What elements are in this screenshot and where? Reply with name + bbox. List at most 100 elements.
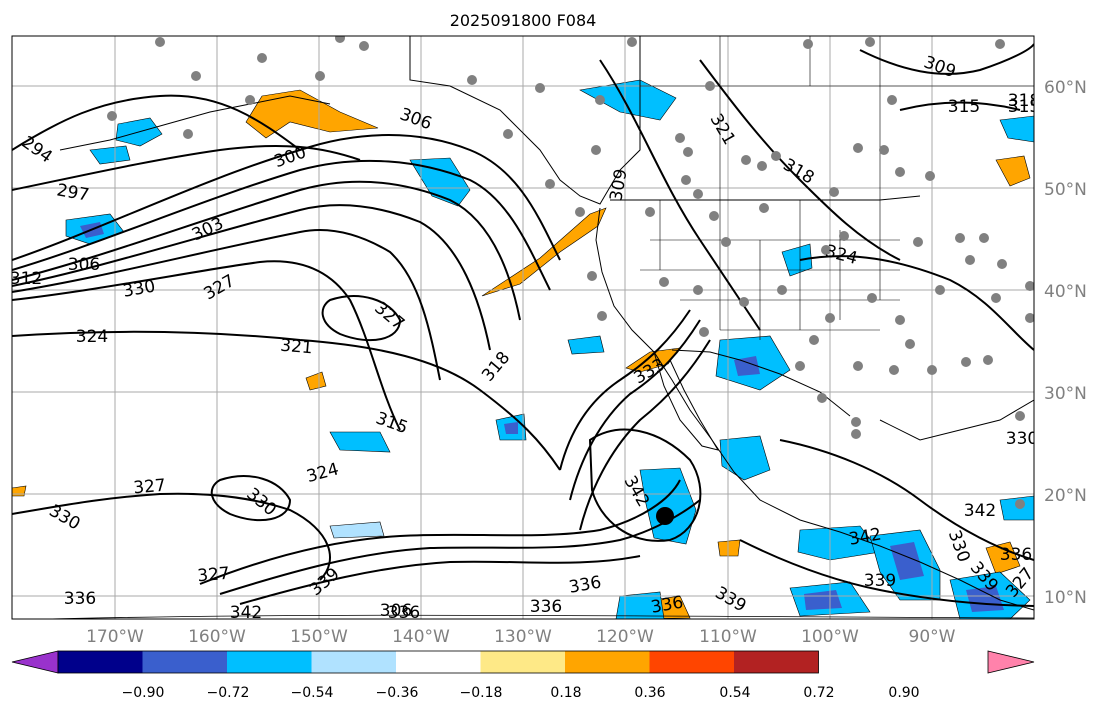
storm-center-marker xyxy=(656,507,674,525)
station-dot xyxy=(895,315,905,325)
blue-patch xyxy=(797,525,881,561)
blue-patch xyxy=(567,335,605,355)
contour-line xyxy=(569,319,701,501)
station-dot xyxy=(1025,313,1034,323)
orange-patch xyxy=(245,89,379,139)
lon-label: 130°W xyxy=(494,627,552,647)
station-dot xyxy=(155,37,165,47)
colorbar-segment xyxy=(734,651,819,673)
colorbar-tick: 0.72 xyxy=(803,685,834,701)
station-dot xyxy=(927,365,937,375)
navy-patch xyxy=(504,422,518,434)
colorbar-segment xyxy=(649,651,734,673)
colorbar-lower-extend xyxy=(11,650,59,674)
orange-patch xyxy=(985,541,1021,575)
station-dot xyxy=(659,277,669,287)
shaded-field xyxy=(12,79,1034,619)
contour-label: 312 xyxy=(10,269,42,289)
colorbar-tick: −0.18 xyxy=(460,685,503,701)
lon-label: 150°W xyxy=(290,627,348,647)
station-dot xyxy=(979,233,989,243)
station-dot xyxy=(597,311,607,321)
latitude-axis: 60°N 50°N 40°N 30°N 20°N 10°N xyxy=(1044,78,1087,608)
contour-line xyxy=(12,144,361,191)
station-dot xyxy=(887,95,897,105)
station-dot xyxy=(1015,499,1025,509)
colorbar-tick: −0.90 xyxy=(122,685,165,701)
contour-label: 336 xyxy=(530,597,562,617)
station-dot xyxy=(739,297,749,307)
contour-label: 342 xyxy=(230,603,262,623)
blue-patch xyxy=(579,79,677,121)
station-dot xyxy=(955,233,965,243)
station-dot xyxy=(997,259,1007,269)
station-dot xyxy=(545,179,555,189)
blue-patch xyxy=(329,431,391,453)
colorbar-tick: −0.72 xyxy=(207,685,250,701)
orange-patch xyxy=(995,155,1031,187)
contour-label: 324 xyxy=(76,327,108,347)
colorbar-frame xyxy=(57,650,819,674)
station-dot xyxy=(771,151,781,161)
station-dot xyxy=(851,417,861,427)
station-dot xyxy=(853,361,863,371)
contour-line xyxy=(699,59,901,261)
station-dot xyxy=(335,36,345,43)
contour-label: 327 xyxy=(197,564,231,587)
station-dot xyxy=(107,111,117,121)
station-dot xyxy=(889,365,899,375)
colorbar-segment xyxy=(396,651,481,673)
contour-label: 315 xyxy=(1008,97,1040,117)
station-dot xyxy=(759,203,769,213)
contour-label: 342 xyxy=(964,501,996,521)
contour-line xyxy=(899,101,1021,111)
contour-line xyxy=(210,475,292,522)
navy-patch xyxy=(734,356,760,376)
station-dot xyxy=(821,245,831,255)
station-dot xyxy=(191,71,201,81)
colorbar-tick: 0.90 xyxy=(888,685,919,701)
contour-line xyxy=(12,260,401,431)
west-coast xyxy=(595,207,1034,611)
station-dot xyxy=(867,293,877,303)
station-dot xyxy=(913,237,923,247)
contour-line xyxy=(588,428,702,542)
contour-label: 318 xyxy=(1008,91,1040,111)
contour-label: 336 xyxy=(1000,545,1032,565)
station-dot xyxy=(721,237,731,247)
contour-label: 327 xyxy=(133,476,167,499)
station-dot xyxy=(965,255,975,265)
contour-label: 336 xyxy=(64,589,96,609)
lon-label: 120°W xyxy=(596,627,654,647)
colorbar-tick: −0.36 xyxy=(376,685,419,701)
state-lines xyxy=(640,200,900,340)
map-frame xyxy=(11,35,1035,620)
aleutian-chain xyxy=(59,95,331,151)
station-dot xyxy=(777,285,787,295)
navy-patch xyxy=(966,586,1004,612)
colorbar-tick: 0.54 xyxy=(719,685,750,701)
colorbar-segment xyxy=(58,651,143,673)
colorbar-upper-extend xyxy=(987,650,1035,674)
contour-label: 321 xyxy=(279,336,313,359)
contour-line xyxy=(12,94,301,151)
station-dot xyxy=(627,37,637,47)
colorbar: −0.90 −0.72 −0.54 −0.36 −0.18 0.18 0.36 … xyxy=(11,650,1035,701)
contour-line xyxy=(779,439,1034,561)
orange-patch xyxy=(481,207,607,297)
colorbar-segment xyxy=(311,651,396,673)
navy-patch xyxy=(890,542,924,580)
contour-line xyxy=(599,59,761,331)
lat-label: 40°N xyxy=(1044,282,1087,302)
station-dot xyxy=(825,313,835,323)
station-dot xyxy=(183,129,193,139)
colorbar-segment xyxy=(480,651,565,673)
blue-patch xyxy=(615,591,665,619)
contour-line xyxy=(579,339,711,531)
orange-patch xyxy=(305,371,327,391)
station-dot xyxy=(681,175,691,185)
contour-line xyxy=(12,492,331,581)
colorbar-tick: 0.18 xyxy=(550,685,581,701)
lat-label: 30°N xyxy=(1044,384,1087,404)
station-dot xyxy=(675,133,685,143)
